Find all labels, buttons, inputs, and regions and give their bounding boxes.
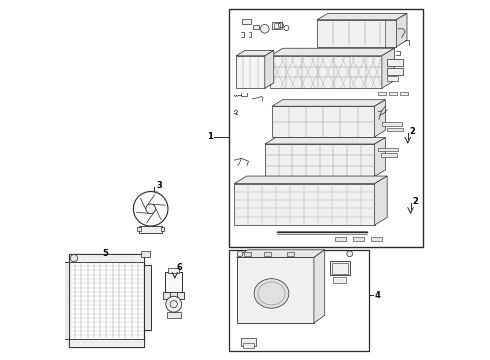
Circle shape [261,24,269,33]
Bar [161,227,164,231]
Circle shape [71,255,77,262]
Bar [378,148,398,151]
Bar [387,128,403,131]
Circle shape [166,296,182,312]
Polygon shape [265,144,374,176]
Polygon shape [237,257,314,323]
Polygon shape [272,106,374,137]
Circle shape [170,301,177,308]
Polygon shape [374,138,386,176]
Text: 4: 4 [374,291,380,300]
Circle shape [146,204,155,213]
Bar [387,68,403,75]
Bar [332,263,348,274]
Bar [371,237,382,241]
Polygon shape [317,20,396,47]
Polygon shape [314,250,325,323]
Circle shape [347,251,353,257]
Bar [144,265,151,330]
Bar [69,339,144,347]
Ellipse shape [254,279,289,308]
Bar [141,251,149,257]
Bar [330,261,350,275]
Bar [272,22,282,29]
Bar [387,76,398,81]
Bar [335,237,346,241]
Bar [287,252,294,256]
Polygon shape [272,100,386,106]
Bar [137,227,141,231]
Polygon shape [270,48,394,56]
Bar [386,20,396,47]
Bar [378,92,386,95]
Polygon shape [237,250,325,257]
Bar [244,252,251,256]
Bar [64,262,69,339]
Bar [165,272,182,292]
Text: 3: 3 [156,181,162,190]
Polygon shape [265,50,274,88]
Polygon shape [270,56,382,88]
Circle shape [133,192,168,226]
Bar [400,92,408,95]
Text: 2: 2 [413,197,418,206]
Bar [387,59,403,66]
Polygon shape [396,13,407,47]
Bar [382,122,402,126]
Bar [168,268,179,273]
Polygon shape [236,50,274,56]
Text: 6: 6 [177,263,183,271]
Polygon shape [234,184,374,225]
Bar [163,292,184,299]
Bar [381,153,397,157]
Polygon shape [265,138,386,144]
Bar [69,254,144,262]
Circle shape [237,251,243,257]
Bar [139,226,162,233]
Bar [264,252,271,256]
Polygon shape [234,176,387,184]
Polygon shape [374,100,386,137]
Bar [229,250,369,351]
Polygon shape [382,48,394,88]
Bar [229,9,423,247]
Polygon shape [236,56,265,88]
Bar [167,312,181,318]
Bar [334,277,346,283]
Bar [353,237,364,241]
Text: 5: 5 [103,248,109,258]
Bar [242,338,256,346]
Polygon shape [374,176,387,225]
Bar [389,92,397,95]
Bar [274,23,280,28]
Bar [252,26,259,29]
Bar [242,19,251,24]
Text: 2: 2 [410,127,416,136]
Text: 1: 1 [207,132,213,141]
Bar [69,254,144,347]
Bar [243,343,254,348]
Polygon shape [317,13,407,20]
